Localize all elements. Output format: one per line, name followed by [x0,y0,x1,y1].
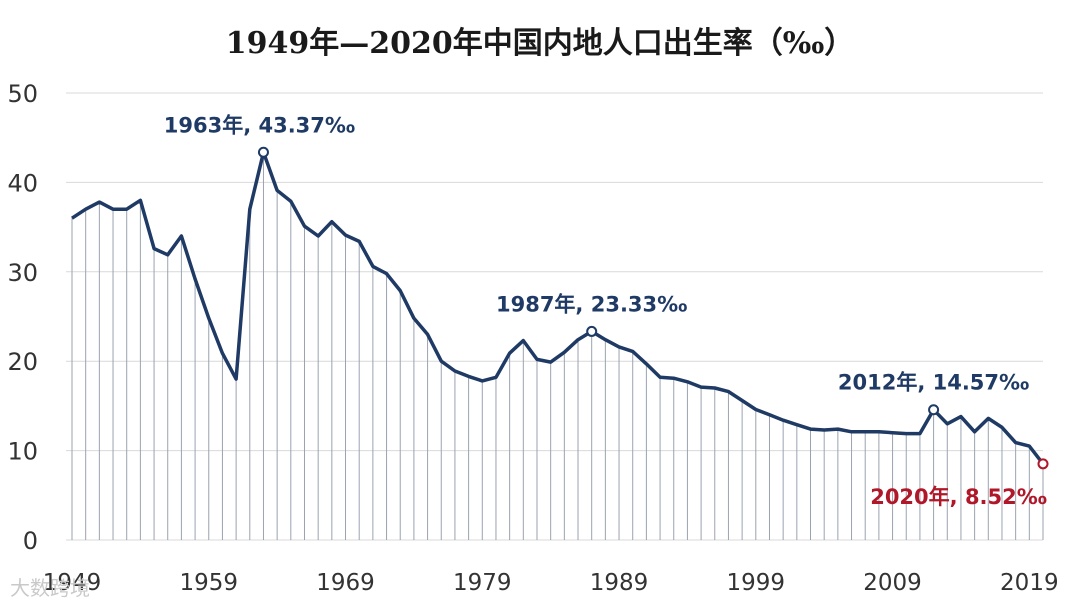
marker-1963 [257,146,269,158]
x-tick-label-1989: 1989 [590,570,649,596]
series-line-birth-rate [71,150,1045,465]
x-tick-label-1969: 1969 [316,570,375,596]
chart-title: 1949年—2020年中国内地人口出生率（‰） [225,26,855,61]
annotation-label-1987: 1987年, 23.33‰ [496,292,687,316]
x-tick-label-2019: 2019 [1000,570,1059,596]
y-tick-label-10: 10 [7,438,38,466]
marker-2012 [928,404,940,416]
y-tick-label-40: 40 [7,169,38,197]
y-tick-label-20: 20 [7,348,38,376]
y-tick-label-0: 0 [23,527,38,555]
x-tick-label-1999: 1999 [727,570,786,596]
annotation-label-2020: 2020年, 8.52‰ [870,485,1047,509]
watermark: 大数跨境 [10,576,90,600]
annotation-label-1963: 1963年, 43.37‰ [164,113,355,137]
x-tick-label-1959: 1959 [179,570,238,596]
x-tick-label-1979: 1979 [453,570,512,596]
x-tick-label-1949: 1949 [43,570,102,596]
x-tick-label-2009: 2009 [863,570,922,596]
y-tick-label-50: 50 [7,80,38,108]
annotation-label-2012: 2012年, 14.57‰ [838,371,1029,395]
marker-2020 [1037,458,1049,470]
y-tick-label-30: 30 [7,259,38,287]
marker-1987 [586,325,598,337]
